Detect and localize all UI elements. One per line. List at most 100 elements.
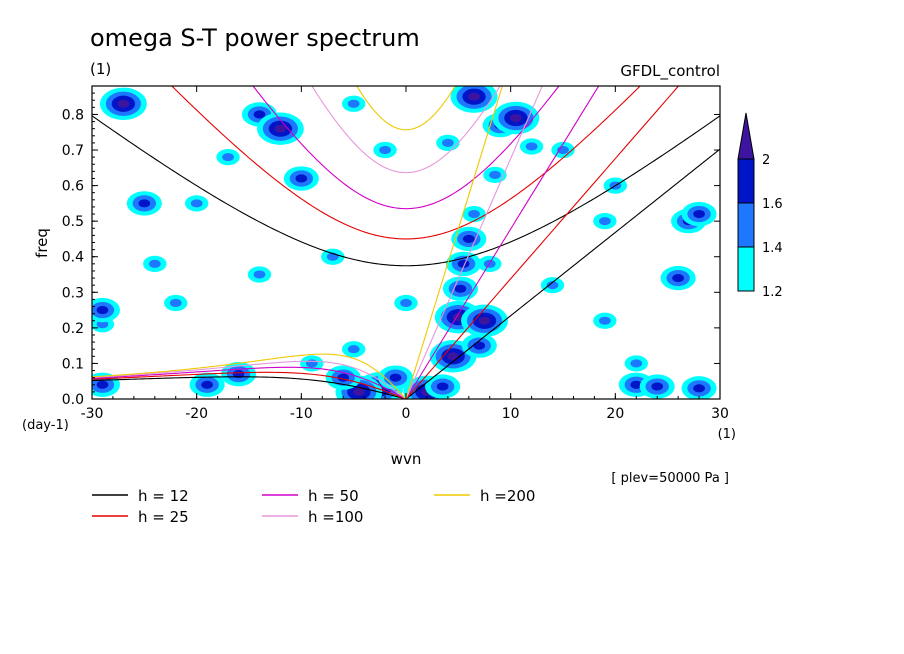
y-axis: 0.0 0.1 0.2 0.3 0.4 0.5 0.6 0.7 0.8 xyxy=(62,92,720,408)
inertia-gravity-curve-h50 xyxy=(252,86,560,210)
contour-region-49-level-1 xyxy=(253,270,266,279)
contour-region-12-level-3 xyxy=(478,316,491,325)
inertia-gravity-curve-h100 xyxy=(311,86,501,174)
contour-region-8-level-2 xyxy=(454,284,467,293)
x-tick-label-5: 20 xyxy=(606,406,624,422)
contour-region-19-level-2 xyxy=(138,199,151,208)
inertia-gravity-curve-h200 xyxy=(356,86,456,131)
contour-region-33-level-1 xyxy=(599,217,611,226)
colorbar-segment-0 xyxy=(737,246,755,292)
kelvin-curve-h100 xyxy=(405,86,543,399)
colorbar-segment-2 xyxy=(737,158,755,204)
contour-region-51-level-1 xyxy=(190,199,203,208)
contour-region-17-level-3 xyxy=(468,92,480,101)
colorbar-label-3: 2 xyxy=(762,153,770,168)
contour-region-6-level-3 xyxy=(447,352,459,361)
contour-fill-layer xyxy=(92,86,717,399)
colorbar-extend-arrow xyxy=(737,112,755,160)
rossby-curve-h100 xyxy=(92,360,407,399)
contour-region-36-level-1 xyxy=(546,281,559,290)
rossby-curve-h25 xyxy=(92,371,407,399)
contour-region-40-level-2 xyxy=(630,380,643,389)
x-axis-unit: (1) xyxy=(718,427,736,442)
contour-region-22-level-2 xyxy=(232,370,245,379)
colorbar: 1.2 1.4 1.6 2 xyxy=(737,112,783,300)
y-axis-unit: (day-1) xyxy=(22,418,69,433)
x-tick-label-0: -30 xyxy=(81,406,104,422)
contour-region-11-level-1 xyxy=(468,209,480,219)
legend-label-0: h = 12 xyxy=(138,487,189,505)
contour-region-23-level-2 xyxy=(201,380,213,389)
contour-region-25-level-2 xyxy=(253,110,266,119)
colorbar-label-1: 1.4 xyxy=(762,241,783,256)
x-axis: -30 -20 -10 0 10 20 30 xyxy=(81,86,729,422)
level-note: [ plev=50000 Pa ] xyxy=(611,471,729,486)
contour-region-4-level-2 xyxy=(389,373,402,382)
contour-region-44-level-2 xyxy=(96,306,109,315)
contour-region-27-level-1 xyxy=(222,153,234,162)
rossby-curve-h12 xyxy=(92,376,407,399)
legend-label-3: h =100 xyxy=(308,508,363,526)
contour-region-20-level-1 xyxy=(148,259,161,268)
contour-region-26-level-3 xyxy=(274,124,287,133)
contour-region-10-level-2 xyxy=(462,234,475,243)
contour-region-41-level-2 xyxy=(651,382,664,391)
contour-region-14-level-1 xyxy=(489,170,501,179)
contour-region-13-level-2 xyxy=(473,341,486,350)
contour-region-31-level-1 xyxy=(525,142,538,151)
contour-region-42-level-2 xyxy=(693,384,705,393)
legend: h = 12 h = 25 h = 50 h =100 h =200 xyxy=(92,487,535,526)
kelvin-curve-h12 xyxy=(405,148,720,399)
contour-region-46-level-1 xyxy=(305,359,318,368)
y-tick-label-7: 0.7 xyxy=(62,143,84,159)
x-axis-label: wvn xyxy=(391,450,422,468)
contour-region-9-level-2 xyxy=(457,259,470,268)
contour-region-38-level-1 xyxy=(599,316,611,325)
x-tick-label-1: -20 xyxy=(185,406,208,422)
contour-region-37-level-2 xyxy=(672,274,684,283)
dispersion-curves-layer xyxy=(92,86,720,399)
contour-region-16-level-3 xyxy=(510,113,522,123)
contour-region-45-level-1 xyxy=(347,345,360,354)
kelvin-curve-h25 xyxy=(405,86,680,399)
x-tick-label-2: -10 xyxy=(290,406,313,422)
chart-subtitle: (1) xyxy=(90,60,111,78)
contour-region-29-level-1 xyxy=(379,145,391,155)
contour-region-50-level-1 xyxy=(400,298,412,308)
y-tick-label-3: 0.3 xyxy=(62,285,84,301)
y-axis-label: freq xyxy=(33,228,51,258)
contour-region-35-level-2 xyxy=(693,209,705,219)
rossby-curve-h200 xyxy=(92,353,407,399)
contour-region-30-level-1 xyxy=(442,138,454,147)
y-tick-label-0: 0.0 xyxy=(62,392,84,408)
x-tick-label-3: 0 xyxy=(402,406,411,422)
colorbar-label-0: 1.2 xyxy=(762,285,783,300)
inertia-gravity-curve-h12 xyxy=(92,115,720,267)
contour-region-43-level-1 xyxy=(96,320,109,329)
legend-label-4: h =200 xyxy=(480,487,535,505)
legend-label-2: h = 50 xyxy=(308,487,359,505)
legend-label-1: h = 25 xyxy=(138,508,189,526)
contour-region-24-level-2 xyxy=(96,380,109,389)
contour-region-18-level-3 xyxy=(117,99,130,108)
kelvin-curve-h200 xyxy=(405,86,503,399)
kelvin-curve-h50 xyxy=(405,86,600,399)
contour-region-39-level-1 xyxy=(630,359,643,368)
y-tick-label-1: 0.1 xyxy=(62,356,84,372)
x-tick-label-6: 30 xyxy=(711,406,729,422)
run-label: GFDL_control xyxy=(620,62,720,81)
y-tick-label-8: 0.8 xyxy=(62,107,84,123)
y-tick-label-2: 0.2 xyxy=(62,321,84,337)
contour-region-21-level-1 xyxy=(169,298,182,308)
rossby-curve-h50 xyxy=(92,366,407,399)
contour-region-52-level-1 xyxy=(347,99,360,108)
x-tick-label-4: 10 xyxy=(502,406,520,422)
colorbar-segment-1 xyxy=(737,202,755,248)
y-tick-label-4: 0.4 xyxy=(62,250,84,266)
contour-region-3-level-2 xyxy=(436,382,449,391)
y-tick-label-6: 0.6 xyxy=(62,179,84,195)
y-tick-label-5: 0.5 xyxy=(62,214,84,230)
contour-region-28-level-2 xyxy=(295,174,308,183)
colorbar-label-2: 1.6 xyxy=(762,197,783,212)
